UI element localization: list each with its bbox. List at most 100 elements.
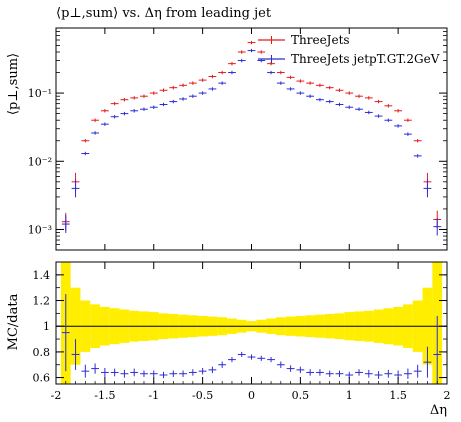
main-point-jetpt [198,91,207,95]
ratio-point [130,368,139,377]
main-point-threejets [286,75,295,80]
main-point-jetpt [423,179,432,198]
main-point-threejets [316,83,324,88]
main-point-jetpt [179,97,187,101]
ratio-ytick-label: 1.4 [33,269,51,282]
main-point-threejets [208,74,217,79]
ratio-point [100,367,109,377]
main-point-jetpt [316,97,324,102]
ratio-point [433,315,442,384]
ratio-point [267,357,275,363]
ratio-point [208,366,217,374]
main-point-threejets [91,118,100,122]
main-point-jetpt [91,131,100,135]
ratio-point [403,368,412,379]
ratio-band-group [60,262,443,384]
ratio-xtick-label: 0 [248,389,255,402]
main-panel: ⟨p⊥,sum⟩ vs. Δη from leading jet ⟨p⊥,sum… [6,6,448,251]
ratio-xtick-label: 2 [444,389,451,402]
main-ylabel: ⟨p⊥,sum⟩ [6,53,21,115]
main-point-threejets [179,83,187,88]
main-point-jetpt [149,105,158,109]
main-point-threejets [247,40,256,45]
main-point-jetpt [110,115,119,119]
ratio-point [316,369,324,376]
ratio-xtick-label: -1.5 [94,389,115,402]
ratio-ytick-label: 1 [43,320,50,333]
main-point-jetpt [71,179,80,198]
ratio-point [81,364,90,378]
main-point-threejets [335,88,344,92]
main-point-jetpt [159,102,168,107]
ratio-point [228,357,236,363]
main-point-jetpt [355,107,363,111]
ratio-point [61,294,70,372]
ratio-point [423,346,432,378]
main-ytick-label: 10⁻³ [28,223,52,236]
main-point-threejets [384,104,393,108]
main-point-threejets [100,109,109,113]
ratio-xtick-label: 0.5 [292,389,310,402]
ratio-point [237,351,246,358]
main-point-jetpt [247,48,256,53]
ratio-point [198,367,207,375]
ratio-point [286,365,295,372]
main-ytick-label: 10⁻¹ [28,87,52,100]
chart-title: ⟨p⊥,sum⟩ vs. Δη from leading jet [56,6,272,21]
main-point-jetpt [335,102,344,107]
ratio-point [149,370,158,377]
main-point-threejets [140,94,148,98]
main-point-jetpt [267,70,275,75]
ratio-point [120,369,129,378]
main-point-jetpt [81,151,90,156]
main-point-jetpt [140,107,148,111]
legend-label-jetpt: ThreeJets jetpT.GT.2GeV [291,52,440,66]
main-point-jetpt [218,81,227,85]
main-point-threejets [374,99,383,104]
main-point-jetpt [374,114,383,118]
main-point-threejets [306,81,315,85]
main-point-jetpt [413,154,422,158]
ratio-point [306,369,315,376]
main-point-threejets [257,50,266,54]
main-point-jetpt [188,94,197,98]
main-series-group [61,40,442,236]
ratio-xtick-label: 1.5 [389,389,407,402]
ratio-point [218,361,227,368]
ratio-point [276,361,285,368]
main-point-jetpt [61,215,70,233]
ratio-ytick-group: 1.4 1.2 1 0.8 0.6 [33,269,447,385]
main-point-jetpt [208,87,217,91]
main-point-jetpt [276,81,285,85]
main-point-jetpt [237,58,246,63]
ratio-point [169,370,178,377]
ratio-point [355,369,363,376]
main-point-threejets [110,101,119,106]
ratio-ytick-label: 0.8 [33,346,51,359]
main-point-jetpt [120,111,129,116]
ratio-ytick-label: 0.6 [33,372,51,385]
ratio-xlabel: Δη [430,403,447,418]
main-point-jetpt [130,109,139,113]
main-point-jetpt [433,217,442,236]
ratio-point [91,363,100,374]
main-point-threejets [413,139,422,143]
main-point-jetpt [100,122,109,126]
ratio-point [296,366,305,374]
ratio-xtick-label: -0.5 [192,389,213,402]
ratio-point [71,339,80,370]
main-point-threejets [296,79,305,83]
main-point-threejets [81,139,90,143]
main-ytick-label: 10⁻² [28,155,52,168]
main-point-threejets [228,61,236,66]
ratio-xtick-label: 1 [346,389,353,402]
main-point-threejets [198,78,207,82]
main-point-jetpt [228,70,236,75]
ratio-panel: MC/data 1.41.210.80.6 -2 -1.5 -1 -0.5 0 0.5 1 1… [6,261,451,418]
main-point-jetpt [296,91,305,95]
main-ytick-group: 10⁻¹ 10⁻² 10⁻³ [28,27,448,251]
ratio-ylabel: MC/data [6,293,21,350]
main-point-threejets [149,91,158,95]
main-point-jetpt [364,110,373,115]
main-point-threejets [345,91,354,95]
